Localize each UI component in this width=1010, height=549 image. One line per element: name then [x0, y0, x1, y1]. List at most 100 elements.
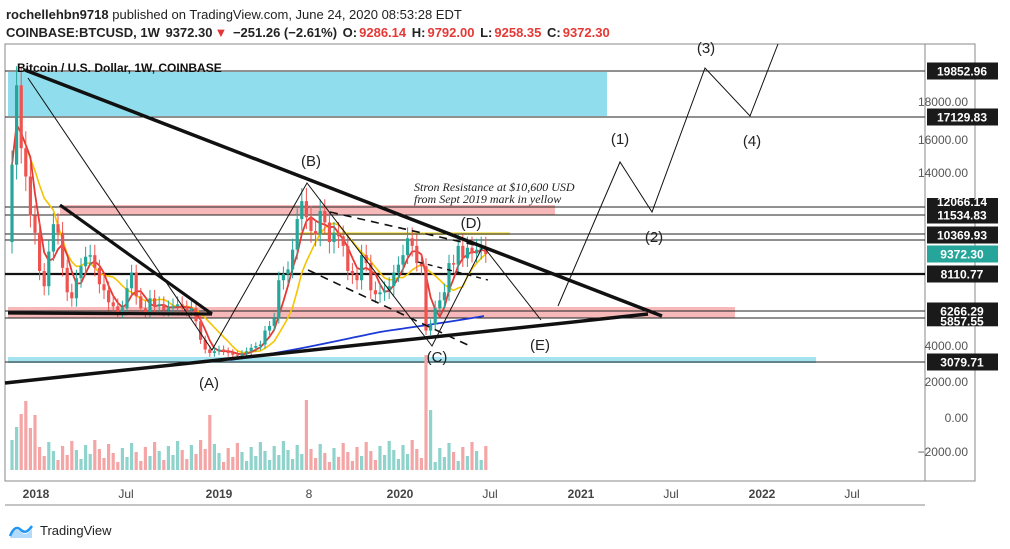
- candle: [134, 264, 138, 305]
- volume-bar: [272, 446, 276, 470]
- volume-bar: [415, 449, 419, 470]
- price-label-box: 12066.14: [927, 195, 998, 209]
- price-label-text: 9372.30: [940, 248, 984, 262]
- volume-bar: [249, 447, 253, 470]
- publish-line: rochellehbn9718 published on TradingView…: [6, 6, 1006, 24]
- volume-bar: [442, 457, 446, 470]
- publisher-name[interactable]: rochellehbn9718: [6, 7, 109, 22]
- candle: [258, 340, 262, 351]
- volume-bar: [231, 457, 235, 470]
- volume-bar: [323, 453, 327, 470]
- volume-bar: [364, 442, 368, 470]
- volume-bar: [245, 461, 249, 470]
- volume-bar: [143, 447, 147, 470]
- y-tick-label: 16000.00: [918, 133, 968, 147]
- volume-bar: [277, 455, 281, 470]
- volume-bar: [93, 440, 97, 470]
- volume-bar: [484, 446, 488, 470]
- volume-bar: [15, 427, 19, 470]
- volume-bar: [56, 460, 60, 470]
- candle: [74, 269, 78, 307]
- volume-bar: [341, 443, 345, 470]
- volume-bar: [74, 450, 78, 470]
- candle: [318, 199, 322, 247]
- candle: [33, 204, 37, 245]
- x-tick-label: 2018: [23, 487, 50, 501]
- volume-bar: [111, 453, 115, 470]
- wave-label: (3): [697, 40, 715, 57]
- x-tick-label: Jul: [482, 487, 497, 501]
- price-label-text: 11534.83: [937, 209, 987, 223]
- candle: [277, 271, 281, 324]
- candle: [401, 244, 405, 273]
- volume-bar: [373, 460, 377, 470]
- candle: [346, 234, 350, 281]
- x-tick-label: 8: [306, 487, 313, 501]
- price-label-text: 6266.29: [940, 305, 984, 319]
- volume-bar: [318, 444, 322, 470]
- volume-bar: [222, 462, 226, 470]
- x-tick-label: Jul: [844, 487, 859, 501]
- volume-bar: [461, 447, 465, 470]
- volume-bar: [10, 440, 14, 470]
- candle: [70, 283, 74, 307]
- volume-bar: [157, 451, 161, 470]
- candle: [199, 316, 203, 344]
- volume-bar: [47, 442, 51, 470]
- volume-bar: [406, 454, 410, 470]
- supply-zone-cyan: [8, 72, 607, 116]
- volume-bar: [226, 448, 230, 470]
- candle: [314, 220, 318, 247]
- candle: [410, 227, 414, 257]
- demand-zone-cyan: [8, 357, 816, 363]
- candle: [61, 221, 65, 277]
- last-price: 9372.30: [165, 25, 213, 40]
- volume-bar: [268, 460, 272, 470]
- candle: [360, 244, 364, 290]
- wave-label: (1): [611, 131, 629, 148]
- volume-bar: [24, 401, 28, 470]
- projection-path: [557, 43, 779, 307]
- candle: [364, 244, 368, 272]
- volume-bar: [116, 462, 120, 470]
- tradingview-brand[interactable]: TradingView: [8, 520, 112, 540]
- volume-bar: [180, 450, 184, 470]
- volume-bar: [475, 451, 479, 470]
- candle: [107, 281, 111, 311]
- high-value: 9792.00: [427, 25, 475, 40]
- volume-bar: [433, 462, 437, 470]
- price-label-text: 10369.93: [937, 229, 987, 243]
- candle: [272, 312, 276, 331]
- candle: [355, 266, 359, 290]
- volume-bar: [88, 454, 92, 470]
- open-label: O:: [342, 25, 358, 40]
- channel-mid-dashed: [417, 261, 489, 281]
- candle: [19, 66, 23, 164]
- volume-bar: [295, 445, 299, 470]
- ohlc-line: COINBASE:BTCUSD, 1W 9372.30 ▼ −251.26 (−2…: [6, 24, 1006, 42]
- volume-bar: [258, 442, 262, 470]
- candle: [350, 263, 354, 284]
- candle: [249, 343, 253, 356]
- candle: [337, 221, 341, 249]
- volume-bar: [139, 461, 143, 470]
- y-tick-label: −2000.00: [918, 445, 969, 459]
- volume-bar: [291, 459, 295, 470]
- candle: [226, 347, 230, 357]
- low-label: L:: [480, 25, 493, 40]
- candle: [28, 162, 32, 228]
- x-tick-label: 2021: [568, 487, 595, 501]
- price-axis-ticks: 18000.00 16000.00 14000.00 4000.00 2000.00 0.…: [918, 95, 969, 459]
- down-arrow-icon: ▼: [214, 25, 228, 40]
- volume-bar: [199, 440, 203, 470]
- candle: [157, 296, 161, 314]
- volume-bar: [217, 453, 221, 470]
- candle: [433, 300, 437, 330]
- volume-bar: [70, 441, 74, 470]
- candle: [51, 213, 55, 262]
- wave-label: (B): [301, 153, 321, 170]
- price-label-box: 17129.83: [927, 108, 998, 126]
- candle: [268, 321, 272, 336]
- tradingview-logo-icon: [8, 525, 34, 538]
